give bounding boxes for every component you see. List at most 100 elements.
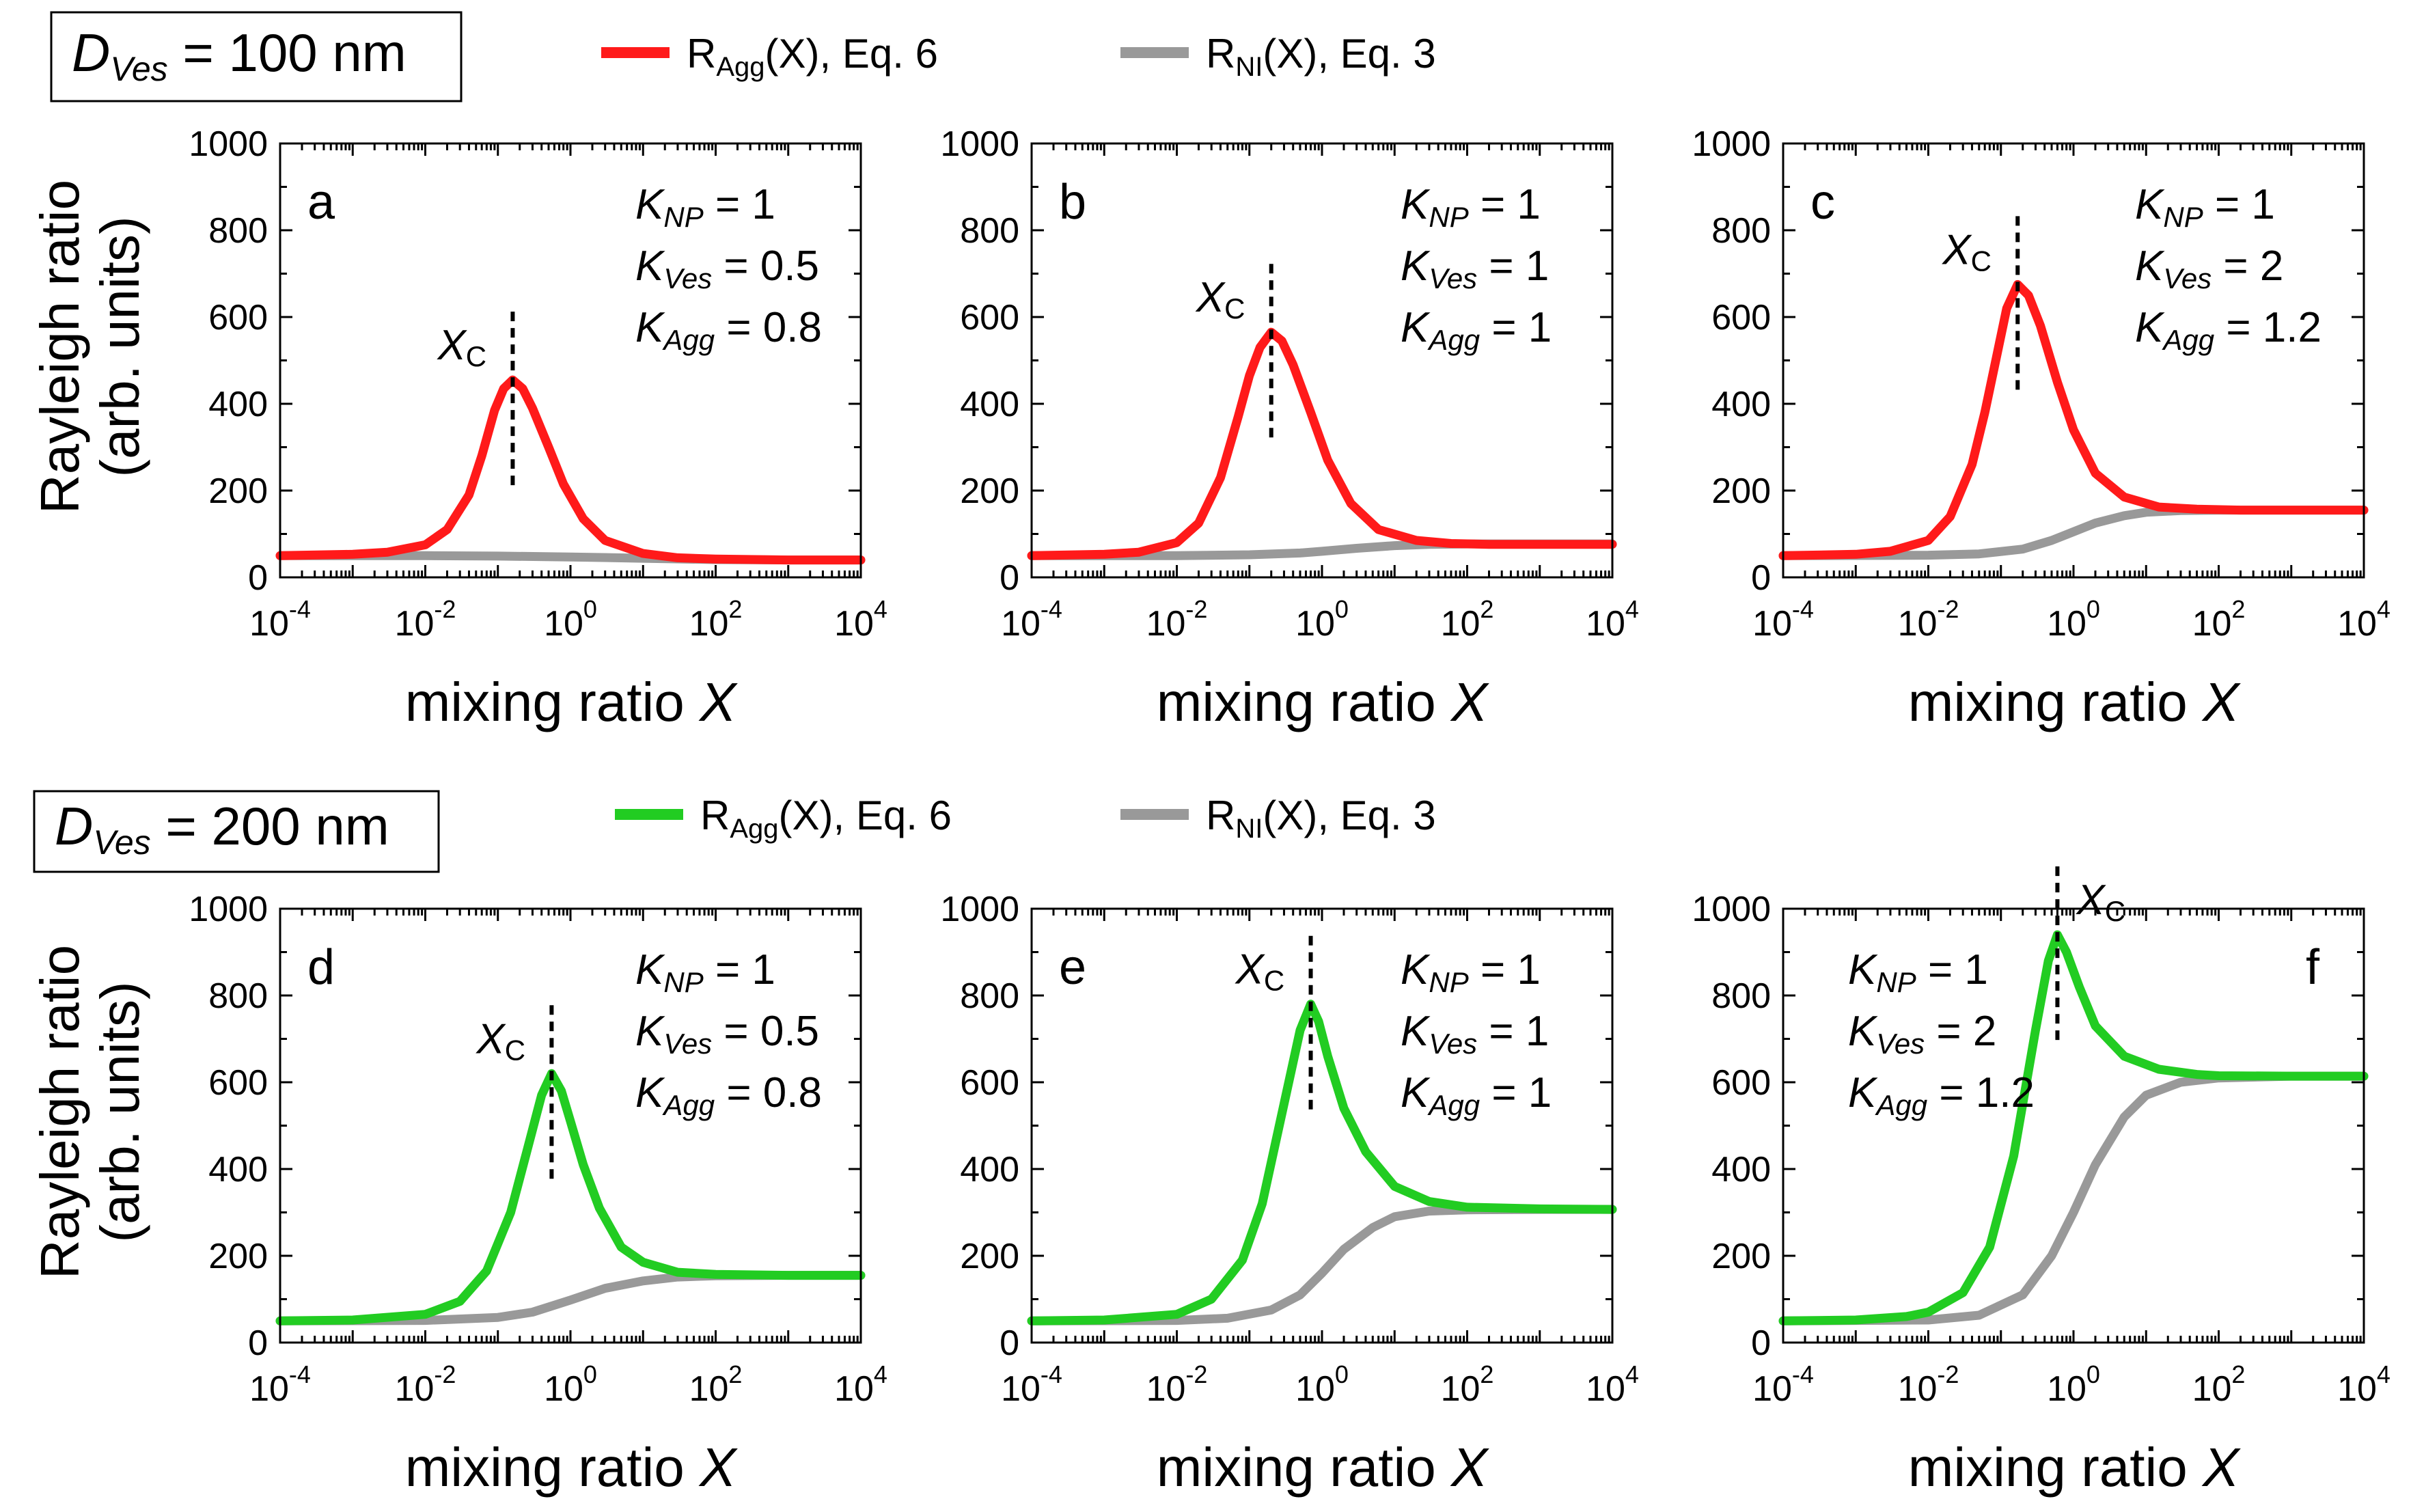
param-sub: Agg bbox=[661, 324, 715, 356]
dves-label-value: = 200 nm bbox=[151, 796, 389, 856]
param-var: K bbox=[635, 946, 665, 993]
x-tick-label: 104 bbox=[1586, 1360, 1639, 1409]
x-tick-base: 10 bbox=[2192, 604, 2232, 644]
param-ves: KVes = 2 bbox=[1848, 1008, 1996, 1060]
legend-label: RAgg(X), Eq. 6 bbox=[687, 31, 938, 82]
xc-label-sub: C bbox=[1224, 292, 1245, 325]
y-tick-label: 600 bbox=[1711, 298, 1771, 338]
x-tick-exp: 0 bbox=[1335, 1360, 1349, 1388]
dves-label-value: = 100 nm bbox=[168, 23, 407, 83]
legend-label-sub: Agg bbox=[716, 52, 764, 82]
x-tick-exp: 0 bbox=[2086, 595, 2100, 623]
x-axis-label-main: mixing ratio bbox=[1908, 1437, 2203, 1498]
x-tick-exp: -4 bbox=[289, 1360, 311, 1388]
x-tick-exp: 2 bbox=[728, 1360, 742, 1388]
y-tick-label: 0 bbox=[248, 558, 268, 598]
xc-label-main: X bbox=[1235, 946, 1266, 993]
legend-entry-agg: RAgg(X), Eq. 6 bbox=[615, 793, 952, 844]
y-tick-label: 200 bbox=[208, 471, 268, 511]
x-tick-base: 10 bbox=[2337, 1369, 2377, 1409]
x-tick-label: 10-4 bbox=[1001, 1360, 1062, 1409]
plot-frame bbox=[1030, 142, 1614, 579]
x-tick-label: 104 bbox=[1586, 595, 1639, 644]
x-tick-base: 10 bbox=[395, 604, 435, 644]
x-axis-label: mixing ratio X bbox=[1157, 1437, 1489, 1498]
panel-letter: c bbox=[1810, 175, 1835, 230]
param-value: = 1 bbox=[1916, 946, 1988, 993]
legend-entry-ni: RNI(X), Eq. 3 bbox=[1120, 31, 1436, 82]
panel-letter: a bbox=[307, 175, 335, 230]
x-axis-label: mixing ratio X bbox=[1157, 672, 1489, 732]
param-value: = 1 bbox=[1480, 304, 1552, 351]
x-tick-base: 10 bbox=[544, 1369, 583, 1409]
xc-label-main: X bbox=[1195, 274, 1226, 321]
param-var: K bbox=[635, 243, 665, 290]
y-tick-label: 0 bbox=[1000, 558, 1019, 598]
xc-label-sub: C bbox=[466, 340, 486, 372]
param-ves: KVes = 2 bbox=[2135, 243, 2283, 294]
x-axis-label-var: X bbox=[698, 672, 738, 732]
param-np: KNP = 1 bbox=[1401, 946, 1541, 998]
y-tick-label: 400 bbox=[208, 1150, 268, 1190]
x-tick-label: 102 bbox=[689, 1360, 743, 1409]
param-sub: Agg bbox=[1874, 1089, 1927, 1121]
x-tick-exp: -4 bbox=[1792, 1360, 1814, 1388]
series-line-ragg bbox=[275, 1069, 866, 1325]
x-tick-label: 10-2 bbox=[1146, 595, 1208, 644]
param-var: K bbox=[1401, 946, 1431, 993]
param-value: = 1 bbox=[704, 946, 775, 993]
row-header-2: DVes = 200 nm RAgg(X), Eq. 6 RNI(X), Eq. 3 bbox=[33, 790, 1436, 873]
x-tick-label: 10-2 bbox=[395, 595, 456, 644]
x-axis-label-main: mixing ratio bbox=[1908, 672, 2203, 732]
x-tick-exp: 4 bbox=[1625, 595, 1639, 623]
param-agg: KAgg = 1.2 bbox=[2135, 304, 2322, 356]
x-tick-label: 104 bbox=[2337, 1360, 2391, 1409]
x-tick-base: 10 bbox=[1441, 604, 1480, 644]
x-tick-exp: -2 bbox=[1185, 1360, 1207, 1388]
x-tick-label: 102 bbox=[2192, 1360, 2246, 1409]
axis-ticks bbox=[1782, 142, 2365, 579]
param-sub: Ves bbox=[1429, 1028, 1477, 1060]
y-tick-label: 800 bbox=[208, 211, 268, 251]
y-tick-label: 800 bbox=[960, 976, 1019, 1016]
param-var: K bbox=[1401, 181, 1431, 228]
param-sub: Agg bbox=[1427, 1089, 1480, 1121]
y-tick-label: 200 bbox=[1711, 471, 1771, 511]
x-tick-exp: -2 bbox=[1937, 1360, 1959, 1388]
x-tick-exp: -4 bbox=[1792, 595, 1814, 623]
y-axis-label-line1: Rayleigh ratio bbox=[29, 945, 90, 1279]
y-tick-label: 1000 bbox=[1692, 124, 1771, 164]
x-tick-exp: -2 bbox=[434, 595, 456, 623]
y-tick-label: 1000 bbox=[940, 890, 1019, 929]
x-tick-exp: 2 bbox=[2231, 1360, 2245, 1388]
xc-label-sub: C bbox=[1971, 245, 1992, 277]
series-line-ragg bbox=[1778, 279, 2369, 560]
x-tick-base: 10 bbox=[395, 1369, 435, 1409]
param-sub: Ves bbox=[1876, 1028, 1925, 1060]
xc-label: XC bbox=[436, 322, 486, 372]
dves-label-var: D bbox=[55, 796, 93, 856]
xc-label-main: X bbox=[1941, 226, 1972, 273]
y-tick-label: 0 bbox=[1751, 558, 1771, 598]
dves-label: DVes = 100 nm bbox=[72, 23, 407, 88]
param-var: K bbox=[635, 304, 665, 351]
y-tick-label: 200 bbox=[960, 471, 1019, 511]
axis-ticks bbox=[1030, 907, 1614, 1344]
x-tick-base: 10 bbox=[1898, 604, 1938, 644]
y-axis-label: Rayleigh ratio(arb. units) bbox=[29, 180, 150, 514]
param-value: = 1 bbox=[1477, 243, 1549, 290]
x-tick-label: 10-2 bbox=[1898, 1360, 1959, 1409]
x-axis-label-main: mixing ratio bbox=[1157, 1437, 1451, 1498]
param-value: = 0.8 bbox=[715, 1069, 822, 1116]
axis-ticks bbox=[279, 142, 862, 579]
series-line-rni bbox=[275, 1271, 866, 1325]
plot-frame bbox=[1782, 907, 2365, 1344]
param-var: K bbox=[1401, 304, 1431, 351]
param-np: KNP = 1 bbox=[1848, 946, 1988, 998]
param-ves: KVes = 0.5 bbox=[635, 1008, 819, 1060]
x-tick-label: 100 bbox=[1295, 595, 1349, 644]
param-value: = 1.2 bbox=[2214, 304, 2322, 351]
